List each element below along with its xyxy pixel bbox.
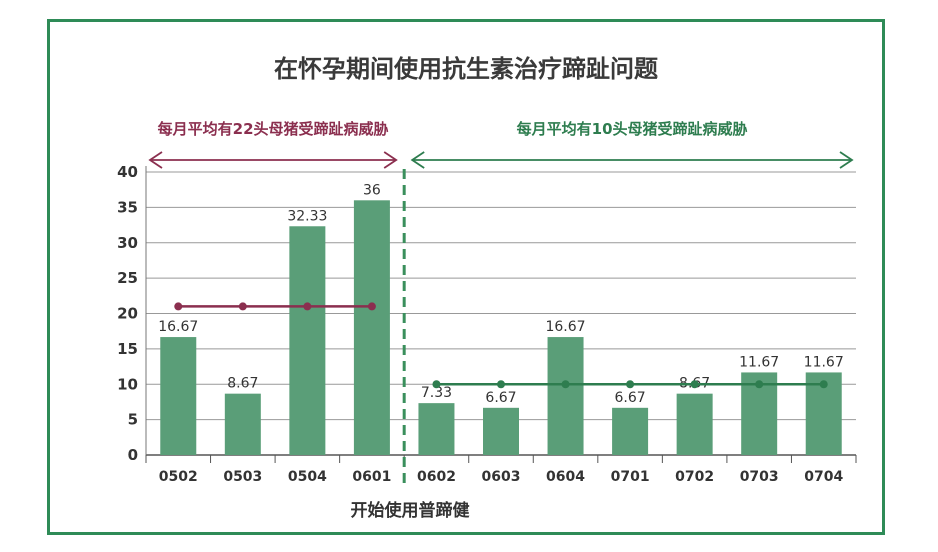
y-tick-label: 40 — [117, 163, 138, 181]
average-point — [174, 302, 183, 311]
data-label: 11.67 — [804, 354, 844, 370]
y-tick-label: 10 — [117, 375, 138, 393]
grid-layer — [146, 171, 856, 456]
x-tick-label: 0702 — [675, 469, 714, 485]
x-tick-label: 0604 — [546, 469, 585, 485]
data-label: 16.67 — [545, 319, 585, 335]
x-tick-label: 0503 — [223, 469, 262, 485]
average-point — [626, 380, 635, 389]
bar — [224, 393, 261, 455]
data-label: 8.67 — [227, 376, 258, 392]
range-arrow-head-right — [839, 151, 854, 169]
axis-layer: 0 5 10 15 20 25 30 35 40 0502 0503 0504 0601 0602 0603… — [117, 163, 857, 485]
average-point — [367, 302, 376, 311]
bar-chart: 在怀孕期间使用抗生素治疗蹄趾问题 16.67 8.67 32.33 36 7.33 6.6… — [117, 55, 857, 521]
x-tick-label: 0704 — [804, 469, 843, 485]
data-label: 6.67 — [485, 390, 516, 406]
bar — [612, 407, 649, 455]
data-label: 6.67 — [615, 390, 646, 406]
average-point — [238, 302, 247, 311]
y-tick-label: 15 — [117, 340, 138, 358]
y-tick-label: 5 — [128, 411, 138, 429]
range-arrow-head-left — [148, 151, 163, 169]
y-tick-label: 25 — [117, 269, 138, 287]
average-point — [497, 380, 505, 389]
data-label: 16.67 — [158, 319, 198, 335]
x-tick-label: 0603 — [482, 469, 521, 485]
x-tick-label: 0504 — [288, 469, 327, 485]
data-label: 11.67 — [739, 354, 779, 370]
y-tick-label: 30 — [117, 234, 138, 252]
chart-title: 在怀孕期间使用抗生素治疗蹄趾问题 — [274, 55, 658, 83]
bars-layer: 16.678.6732.33367.336.6716.676.678.6711.… — [158, 182, 844, 455]
average-lines-layer: 每月平均有22头母猪受蹄趾病威胁 每月平均有10头母猪受蹄趾病威胁 — [148, 120, 854, 389]
y-tick-label: 35 — [117, 198, 138, 216]
x-tick-label: 0601 — [352, 469, 391, 485]
bar — [289, 226, 326, 455]
range-annotation: 每月平均有10头母猪受蹄趾病威胁 — [517, 120, 748, 138]
bar — [353, 200, 390, 455]
y-tick-label: 0 — [128, 446, 138, 464]
x-tick-label: 0502 — [159, 469, 198, 485]
x-tick-label: 0703 — [740, 469, 779, 485]
data-label: 36 — [363, 182, 381, 198]
bar — [676, 393, 713, 455]
bar — [547, 337, 584, 455]
bar — [418, 403, 455, 455]
bar — [483, 407, 519, 455]
average-point — [819, 380, 828, 389]
x-tick-label: 0602 — [417, 469, 456, 485]
y-tick-label: 20 — [117, 305, 138, 323]
average-point — [432, 380, 441, 389]
average-point — [561, 380, 570, 389]
average-point — [755, 380, 764, 389]
bar — [160, 337, 197, 455]
range-arrow-head-right — [383, 151, 398, 169]
range-annotation: 每月平均有22头母猪受蹄趾病威胁 — [158, 120, 389, 138]
chart-frame: 在怀孕期间使用抗生素治疗蹄趾问题 16.67 8.67 32.33 36 7.33 6.6… — [47, 19, 885, 535]
range-arrow-head-left — [410, 151, 425, 169]
data-label: 7.33 — [421, 385, 452, 401]
average-point — [303, 302, 312, 311]
x-axis-label: 开始使用普蹄健 — [351, 500, 470, 521]
x-tick-label: 0701 — [611, 469, 650, 485]
average-point — [690, 380, 699, 389]
data-label: 32.33 — [287, 208, 327, 224]
